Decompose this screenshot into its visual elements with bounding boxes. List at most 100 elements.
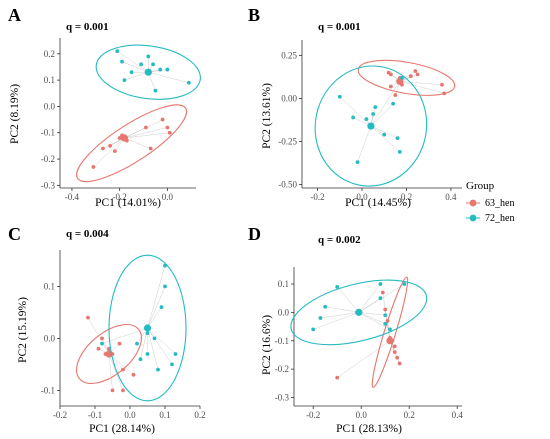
panel-b-x-tick-label: 0.4 [445, 192, 457, 202]
panel-letter-b: B [248, 5, 260, 25]
panel-b-72-hen-ellipse [314, 65, 428, 187]
panel-c-63-hen-point [117, 341, 122, 346]
panel-c-x-tick-label: -0.2 [53, 410, 67, 420]
panel-d-72-hen-spider-line [358, 312, 391, 330]
panel-a-72-hen-spider-line [148, 72, 189, 83]
panel-a-y-tick-label: -0.2 [41, 154, 55, 164]
legend-entry-72-hen: 72_hen [466, 213, 514, 224]
panel-c-72-hen-point [152, 336, 157, 341]
panel-a-72-hen-spider-line [124, 72, 149, 81]
panel-c-72-hen-spider-line [147, 327, 173, 365]
panel-c-72-hen-point [145, 352, 150, 356]
panel-b: B q = 0.001 -0.2 0.0 0.2 0.4 -0.50 -0.25 0.00 0… [248, 5, 462, 209]
panel-c-x-tick-label: 0.2 [194, 410, 205, 420]
panel-b-63-hen-point [388, 72, 393, 77]
panel-b-72-hen-spider-line [339, 96, 372, 127]
panel-d-72-hen-point [378, 296, 383, 301]
panel-c-72-hen-point [138, 357, 143, 362]
panel-c-plot: -0.2 -0.1 0.0 0.1 0.2 -0.1 0.0 0.1 [41, 250, 206, 420]
panel-b-72-hen-point [351, 115, 356, 120]
panel-c-72-hen-point [100, 341, 104, 346]
panel-d-72-hen-point [378, 282, 383, 286]
panel-a-63-hen-ellipse [76, 104, 188, 183]
panel-a-63-hen-point [165, 125, 170, 130]
panel-a-63-hen-spider-line [102, 137, 125, 149]
panel-a-72-hen-point [186, 80, 191, 85]
panel-a-72-hen-centroid [144, 68, 152, 76]
panel-d-y-tick-label: -0.2 [275, 364, 289, 374]
panel-d-x-tick-label: 0.2 [404, 410, 415, 420]
panel-b-72-hen-point [337, 94, 342, 99]
panel-c-63-hen-point [96, 346, 101, 351]
legend: Group 63_hen 72_hen [466, 180, 514, 224]
panel-a-63-hen-spider-line [124, 137, 151, 149]
legend-label-72-hen: 72_hen [485, 213, 514, 224]
panel-a-63-hen-spider-line [124, 119, 163, 139]
panel-b-y-axis-label: PC2 (13.61%) [261, 83, 273, 149]
panel-c-72-hen-spider-line [147, 307, 162, 329]
panel-c-72-hen-point [145, 331, 150, 336]
panel-b-72-hen-point [395, 136, 400, 140]
panel-a-x-tick-label: -0.4 [65, 192, 80, 202]
panel-a-63-hen-spider-line [124, 127, 168, 139]
panel-a-72-hen-point [120, 59, 124, 64]
panel-d-63-hen-point [383, 307, 388, 312]
panel-b-72-hen-point [355, 160, 360, 165]
panel-d-y-tick-label: -0.3 [275, 392, 290, 402]
panel-b-72-hen-spider-line [370, 125, 400, 152]
panel-d-63-hen-point [395, 355, 400, 360]
panel-b-y-tick-label: -0.50 [278, 180, 297, 190]
panel-b-63-hen-point [413, 69, 418, 73]
panel-a-y-tick-label: -0.1 [41, 128, 55, 138]
panel-d-72-hen-spider-line [358, 283, 381, 313]
panel-d-72-hen-spider-line [358, 312, 386, 316]
panel-d-63-hen-point [385, 318, 390, 323]
panel-a-q-value: q = 0.001 [66, 21, 109, 33]
panel-b-x-tick-label: 0.0 [356, 192, 368, 202]
legend-label-63-hen: 63_hen [485, 198, 514, 209]
panel-d-72-hen-point [388, 327, 392, 332]
panel-b-63-hen-spider-line [399, 81, 445, 94]
panel-a-72-hen-spider-line [117, 51, 149, 73]
panel-d-63-hen-point [392, 350, 397, 355]
panel-a-63-hen-point [108, 143, 113, 148]
panel-d-q-value: q = 0.002 [318, 234, 361, 246]
panel-b-72-hen-point [391, 101, 396, 106]
panel-c-72-hen-point [135, 341, 139, 346]
panel-d-72-hen-spider-line [320, 312, 359, 319]
panel-c-72-hen-point [163, 263, 167, 268]
panel-a-63-hen-point [112, 149, 117, 154]
panel-a-72-hen-ellipse [95, 44, 201, 100]
panel-c-63-hen-point [86, 315, 90, 320]
panel-d-63-hen-ellipse [371, 276, 409, 388]
panel-d-72-hen-spider-line [358, 312, 386, 324]
panel-a-y-tick-label: 0.2 [44, 49, 55, 59]
panel-d-72-hen-point [335, 284, 340, 289]
panel-c-63-hen-spider-line [108, 353, 134, 375]
panel-d-72-hen-point [383, 313, 388, 318]
panel-b-y-tick-label: 0.00 [281, 94, 297, 104]
panel-d-72-hen-spider-line [325, 306, 359, 313]
panel-b-72-hen-point [400, 75, 404, 80]
panel-c-63-hen-spider-line [108, 353, 124, 391]
panel-a-y-tick-label: 0.0 [44, 101, 56, 111]
panel-a-63-hen-point [143, 125, 148, 130]
panel-c-y-tick-label: -0.1 [41, 385, 55, 395]
panel-b-63-hen-point [415, 72, 420, 77]
panel-d-x-tick-label: 0.4 [452, 410, 464, 420]
panel-c-q-value: q = 0.004 [66, 228, 109, 240]
panel-c-y-axis-label: PC2 (15.19%) [17, 297, 29, 363]
panel-b-63-hen-point [393, 93, 398, 97]
panel-a-63-hen-point [167, 130, 172, 135]
panel-c: C q = 0.004 -0.2 -0.1 0.0 0.1 0.2-0.10.00.1 … [8, 224, 206, 435]
panel-b-72-hen-point [382, 132, 387, 137]
panel-d-72-hen-spider-line [337, 286, 359, 313]
panel-a-63-hen-point [117, 136, 122, 140]
panel-c-72-hen-ellipse [108, 254, 187, 402]
panel-d-72-hen-point [311, 327, 316, 332]
panel-d-72-hen-centroid [355, 308, 363, 316]
panel-b-x-axis-label: PC1 (14.45%) [345, 197, 411, 209]
panel-b-72-hen-point [373, 105, 378, 110]
panel-letter-c: C [8, 224, 21, 244]
panel-a-72-hen-point [151, 62, 155, 67]
